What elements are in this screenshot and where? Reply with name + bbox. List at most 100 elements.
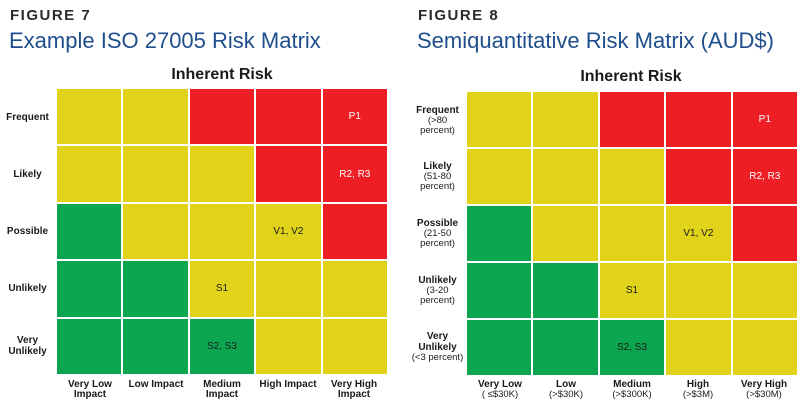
matrix-cell (599, 149, 665, 204)
row-label-detail: (3-20 percent) (420, 284, 455, 306)
column-label-name: Medium (613, 379, 651, 390)
matrix-cell (533, 206, 598, 261)
figure-7-panel: FIGURE 7 Example ISO 27005 Risk Matrix I… (0, 7, 387, 400)
column-label-name: Low (556, 379, 576, 390)
matrix-cell (467, 320, 532, 375)
matrix-cell (123, 261, 188, 317)
column-labels: Very Low( ≤$30K) Low (>$30K) Medium (>$300K)… (467, 380, 797, 400)
row-label: Very Unlikely (0, 317, 55, 374)
matrix-cell (666, 320, 731, 375)
row-label-name: Unlikely (8, 283, 47, 294)
row-label: Frequent (>80 percent) (410, 92, 465, 149)
matrix-heading: Inherent Risk (580, 68, 682, 85)
row-label-name: Possible (6, 226, 49, 237)
row-label: Possible (0, 203, 55, 260)
matrix-cell (467, 92, 532, 147)
row-labels: Frequent Likely Possible Unlikely Very Unlik… (0, 89, 55, 374)
column-label-detail: (>$300K) (612, 389, 652, 400)
matrix-cell (666, 149, 731, 204)
column-label-detail: (>$30M) (746, 389, 782, 400)
column-label: Very Low Impact (57, 380, 123, 400)
matrix-cell (57, 203, 122, 260)
column-label: Medium Impact (189, 380, 255, 400)
column-label-name: Low Impact (128, 379, 184, 390)
column-label: Low (>$30K) (533, 380, 599, 400)
matrix-cell (256, 146, 321, 202)
matrix-cell: R2, R3 (322, 146, 387, 202)
matrix-cell: P1 (732, 92, 797, 147)
row-label-name: Very Unlikely (8, 334, 47, 357)
matrix-cell (123, 203, 188, 260)
column-label-name: Very Low Impact (68, 379, 112, 400)
matrix-cell (467, 149, 532, 204)
row-label: Very Unlikely (<3 percent) (410, 318, 465, 375)
matrix-cell (322, 318, 387, 374)
matrix-cell: V1, V2 (666, 206, 731, 261)
matrix-cell (533, 149, 598, 204)
risk-matrix: P1 R2, R3 V1, V2 S1 S2, S3 (57, 89, 387, 374)
figure-title: Example ISO 27005 Risk Matrix (9, 28, 321, 53)
matrix-cell (732, 206, 797, 261)
matrix-cell: S1 (189, 261, 255, 317)
matrix-cell (123, 89, 188, 145)
figure-label: FIGURE 7 (10, 7, 92, 24)
column-labels: Very Low Impact Low Impact Medium Impact Hi… (57, 380, 387, 400)
column-label: Very High (>$30M) (731, 380, 797, 400)
matrix-cell (533, 263, 598, 318)
matrix-cell (599, 206, 665, 261)
matrix-cell: V1, V2 (256, 203, 321, 260)
matrix-cell (57, 318, 122, 374)
row-label-detail: (51-80 percent) (420, 171, 455, 193)
matrix-cell (57, 89, 122, 145)
column-label: Very Low( ≤$30K) (467, 380, 533, 400)
matrix-cell (189, 203, 255, 260)
matrix-cell (533, 92, 598, 147)
row-label-name: Unlikely (418, 274, 457, 286)
matrix-cell (57, 261, 122, 317)
matrix-cell: R2, R3 (732, 149, 797, 204)
row-label-name: Frequent (6, 112, 49, 123)
matrix-cell (666, 263, 731, 318)
row-label-name: Likely (423, 161, 452, 173)
row-label: Unlikely (0, 260, 55, 317)
matrix-cell (533, 320, 598, 375)
row-label-detail: (21-50 percent) (420, 227, 455, 249)
row-label: Likely (0, 146, 55, 203)
row-label: Frequent (0, 89, 55, 146)
column-label: High (>$3M) (665, 380, 731, 400)
column-label-name: Very High (740, 379, 788, 390)
column-label-name: Medium Impact (203, 379, 241, 400)
matrix-cell (732, 320, 797, 375)
matrix-cell (599, 92, 665, 147)
row-label-name: Likely (13, 169, 42, 180)
figure-title: Semiquantitative Risk Matrix (AUD$) (417, 28, 774, 53)
column-label-detail: (>$30K) (548, 389, 584, 400)
matrix-heading: Inherent Risk (171, 66, 273, 83)
risk-matrix: P1 R2, R3 V1, V2 S1 S2, S3 (467, 92, 797, 375)
row-label-name: Possible (416, 217, 459, 229)
matrix-cell: S1 (599, 263, 665, 318)
figure-8-panel: FIGURE 8 Semiquantitative Risk Matrix (A… (410, 0, 800, 410)
matrix-cell: P1 (322, 89, 387, 145)
row-label: Possible (21-50 percent) (410, 205, 465, 262)
matrix-cell (322, 203, 387, 260)
matrix-cell (467, 206, 532, 261)
matrix-cell (123, 318, 188, 374)
column-label: High Impact (255, 380, 321, 400)
row-label: Unlikely (3-20 percent) (410, 262, 465, 319)
matrix-cell (123, 146, 188, 202)
column-label: Very High Impact (321, 380, 387, 400)
row-label: Likely (51-80 percent) (410, 149, 465, 206)
column-label: Medium (>$300K) (599, 380, 665, 400)
column-label-detail: (>$3M) (682, 389, 714, 400)
column-label-name: High (686, 379, 710, 390)
matrix-cell: S2, S3 (189, 318, 255, 374)
matrix-cell (666, 92, 731, 147)
row-label-name: Very Unlikely (418, 330, 457, 353)
matrix-cell (732, 263, 797, 318)
row-labels: Frequent (>80 percent) Likely (51-80 percen… (410, 92, 465, 375)
matrix-cell (467, 263, 532, 318)
column-label-name: Very High Impact (330, 379, 378, 400)
matrix-cell (57, 146, 122, 202)
row-label-detail: (>80 percent) (420, 114, 455, 136)
